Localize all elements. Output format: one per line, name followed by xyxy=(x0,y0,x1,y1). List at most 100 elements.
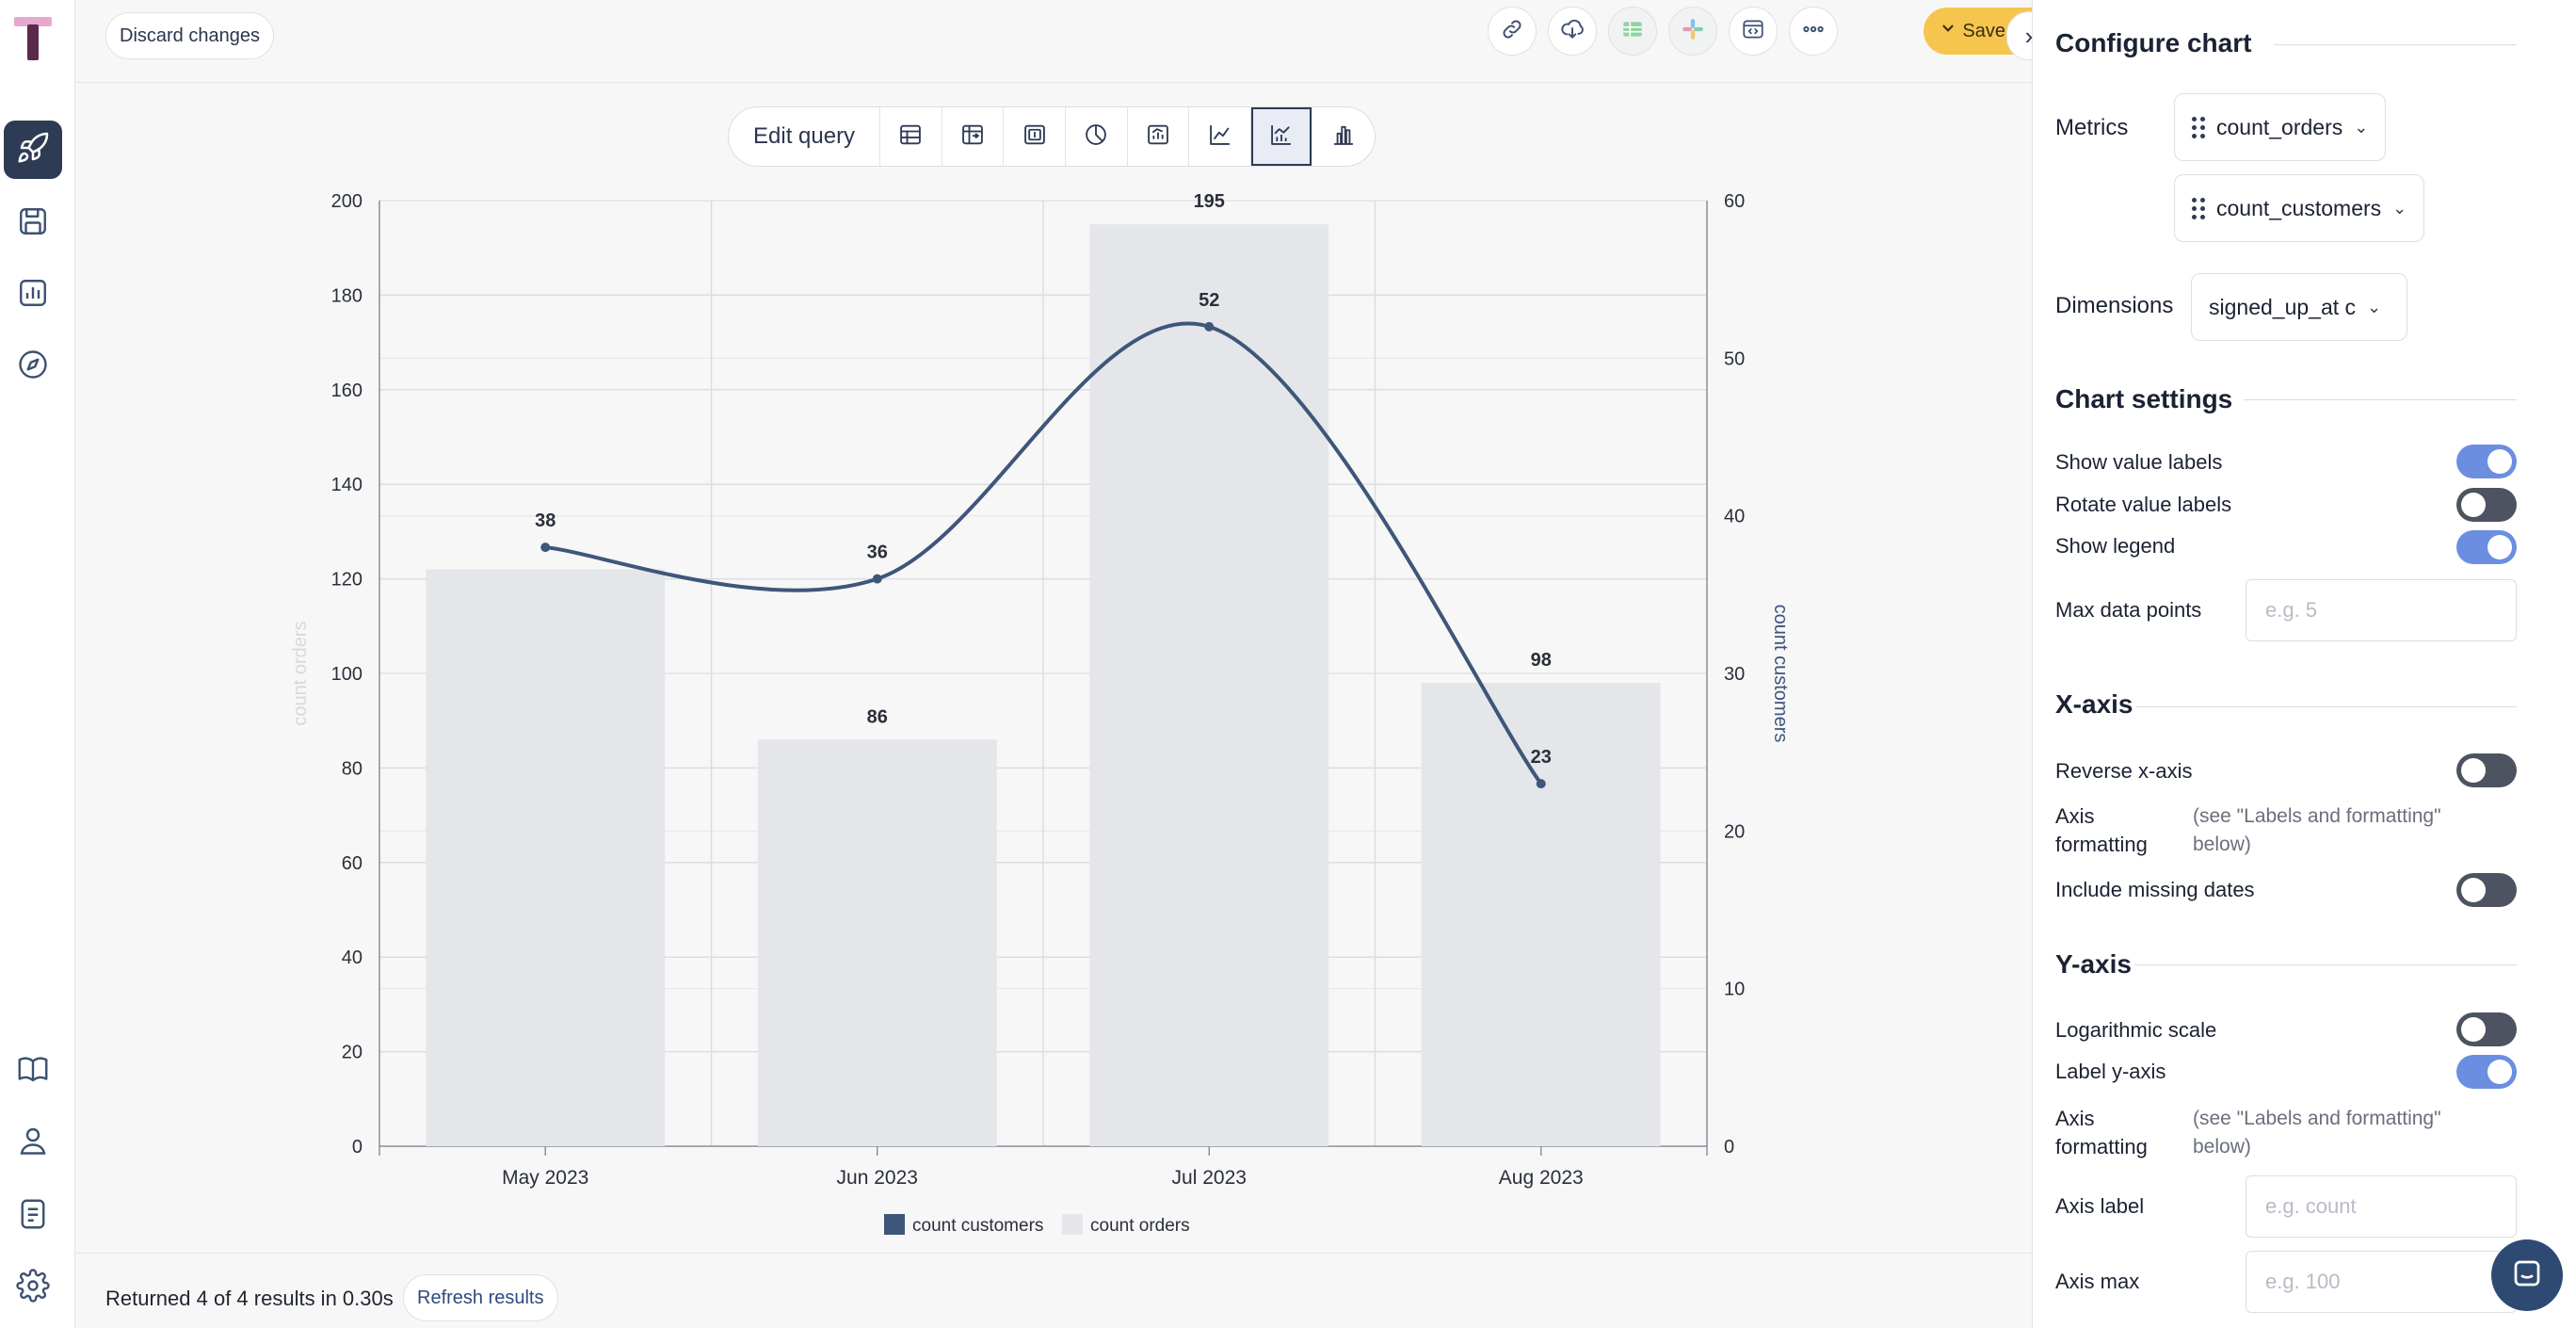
bar-view-button[interactable] xyxy=(1312,107,1375,166)
line-view-button[interactable] xyxy=(1189,107,1251,166)
line-count-customers xyxy=(545,321,1543,785)
line-value-label: 36 xyxy=(867,543,888,563)
legend-swatch-count-orders xyxy=(1062,1214,1083,1235)
x-axis-title: X-axis xyxy=(2055,689,2133,719)
metric-select-orders[interactable]: count_orders ⌄ xyxy=(2174,93,2387,161)
chevron-down-icon: ⌄ xyxy=(2392,198,2407,218)
y-axis-formatting-note: (see "Labels and formatting" below) xyxy=(2193,1108,2441,1158)
refresh-results-button[interactable]: Refresh results xyxy=(403,1274,558,1321)
logarithmic-scale-toggle[interactable] xyxy=(2456,1012,2517,1046)
dimension-select[interactable]: signed_up_at c ⌄ xyxy=(2191,273,2407,341)
bar-line-view-button[interactable] xyxy=(1128,107,1190,166)
rotate-value-labels-label: Rotate value labels xyxy=(2055,493,2232,516)
x-tick-label: Jun 2023 xyxy=(837,1167,918,1189)
reverse-x-axis-toggle[interactable] xyxy=(2456,753,2517,787)
table-view-button[interactable] xyxy=(880,107,942,166)
discard-changes-button[interactable]: Discard changes xyxy=(105,12,274,59)
legend-swatch-count-customers xyxy=(884,1214,905,1235)
drag-handle-icon[interactable] xyxy=(2192,116,2205,138)
drag-handle-icon[interactable] xyxy=(2192,197,2205,219)
y-left-tick-label: 20 xyxy=(342,1043,362,1063)
nav-settings-button[interactable] xyxy=(4,1258,62,1317)
point-count-customers xyxy=(1204,321,1215,332)
y-right-tick-label: 10 xyxy=(1724,980,1745,1000)
nav-logs-button[interactable] xyxy=(4,1187,62,1245)
axis-label-input[interactable]: e.g. count xyxy=(2246,1175,2517,1238)
compass-icon xyxy=(16,348,50,386)
pie-view-button[interactable] xyxy=(1066,107,1128,166)
x-tick-label: Jul 2023 xyxy=(1172,1167,1247,1189)
section-divider xyxy=(2244,399,2517,400)
line-value-label: 38 xyxy=(535,510,555,531)
rocket-icon xyxy=(16,131,50,170)
legend-label-count-orders: count orders xyxy=(1090,1216,1190,1236)
nav-charts-button[interactable] xyxy=(4,266,62,324)
nav-explore-button[interactable] xyxy=(4,121,62,179)
y-axis-formatting-label: Axis formatting xyxy=(2055,1107,2148,1158)
bar-value-label: 98 xyxy=(1531,650,1552,671)
slack-icon xyxy=(1681,17,1705,46)
max-data-points-label: Max data points xyxy=(2055,598,2202,622)
link-icon xyxy=(1500,17,1524,46)
logo-stem xyxy=(27,24,39,60)
nav-docs-button[interactable] xyxy=(4,1042,62,1100)
y-right-tick-label: 50 xyxy=(1724,348,1745,369)
table-icon xyxy=(897,121,924,153)
axis-max-input[interactable]: e.g. 100 xyxy=(2246,1251,2517,1313)
embed-button[interactable] xyxy=(1729,7,1778,56)
nav-profile-button[interactable] xyxy=(4,1113,62,1172)
reverse-x-axis-label: Reverse x-axis xyxy=(2055,759,2193,783)
y-left-tick-label: 60 xyxy=(342,853,362,874)
nav-discover-button[interactable] xyxy=(4,337,62,396)
user-icon xyxy=(16,1124,50,1162)
metric-select-customers[interactable]: count_customers ⌄ xyxy=(2174,174,2425,242)
show-legend-toggle[interactable] xyxy=(2456,530,2517,564)
cloud-download-icon xyxy=(1560,17,1585,46)
y-left-tick-label: 40 xyxy=(342,947,362,968)
x-axis-formatting-label: Axis formatting xyxy=(2055,804,2148,856)
show-value-labels-label: Show value labels xyxy=(2055,450,2223,474)
document-icon xyxy=(16,1197,50,1236)
y-left-tick-label: 160 xyxy=(331,381,362,401)
y-left-tick-label: 0 xyxy=(352,1137,362,1158)
combo-view-button[interactable] xyxy=(1250,107,1313,166)
support-chat-button[interactable] xyxy=(2491,1239,2563,1311)
google-sheets-button[interactable] xyxy=(1608,7,1657,56)
include-missing-dates-toggle[interactable] xyxy=(2456,873,2517,907)
more-options-button[interactable] xyxy=(1789,7,1838,56)
top-bar: Discard changes Save query xyxy=(75,0,2074,83)
show-value-labels-toggle[interactable] xyxy=(2456,445,2517,478)
label-y-axis-label: Label y-axis xyxy=(2055,1060,2166,1083)
chart-svg: 0 20 40 60 80 100 120 140 160 180 200 0 10 20 30 40 50 60… xyxy=(290,191,1791,1236)
dimensions-label: Dimensions xyxy=(2055,293,2174,318)
logarithmic-scale-label: Logarithmic scale xyxy=(2055,1018,2217,1042)
y-left-tick-label: 200 xyxy=(331,191,362,212)
bar-count-orders xyxy=(1089,224,1329,1147)
label-y-axis-toggle[interactable] xyxy=(2456,1055,2517,1089)
bar-value-label: 195 xyxy=(1194,191,1225,212)
app-logo[interactable] xyxy=(14,17,52,60)
bar-chart-icon xyxy=(1330,121,1357,153)
max-data-points-input[interactable]: e.g. 5 xyxy=(2246,579,2517,641)
legend-label-count-customers: count customers xyxy=(912,1216,1043,1236)
copy-link-button[interactable] xyxy=(1488,7,1537,56)
results-count-text: Returned 4 of 4 results in 0.30s xyxy=(105,1287,394,1310)
number-view-button[interactable] xyxy=(1004,107,1066,166)
pivot-view-button[interactable] xyxy=(942,107,1005,166)
metric-name: count_customers xyxy=(2216,195,2382,220)
y-right-tick-label: 40 xyxy=(1724,507,1745,527)
download-button[interactable] xyxy=(1548,7,1597,56)
edit-query-button[interactable]: Edit query xyxy=(729,107,881,166)
bar-value-label: 86 xyxy=(867,706,888,727)
number-card-icon xyxy=(1022,121,1048,153)
rotate-value-labels-toggle[interactable] xyxy=(2456,488,2517,522)
slack-button[interactable] xyxy=(1668,7,1717,56)
y-left-tick-label: 100 xyxy=(331,664,362,685)
nav-saved-button[interactable] xyxy=(4,194,62,252)
bar-count-orders xyxy=(1421,683,1661,1146)
chart-type-toolbar: Edit query xyxy=(728,106,1376,167)
configure-chart-panel: Configure chart Metrics count_orders ⌄ c… xyxy=(2032,0,2576,1328)
axis-label-label: Axis label xyxy=(2055,1194,2145,1218)
y-right-tick-label: 60 xyxy=(1724,191,1745,212)
point-count-customers xyxy=(1536,779,1546,789)
